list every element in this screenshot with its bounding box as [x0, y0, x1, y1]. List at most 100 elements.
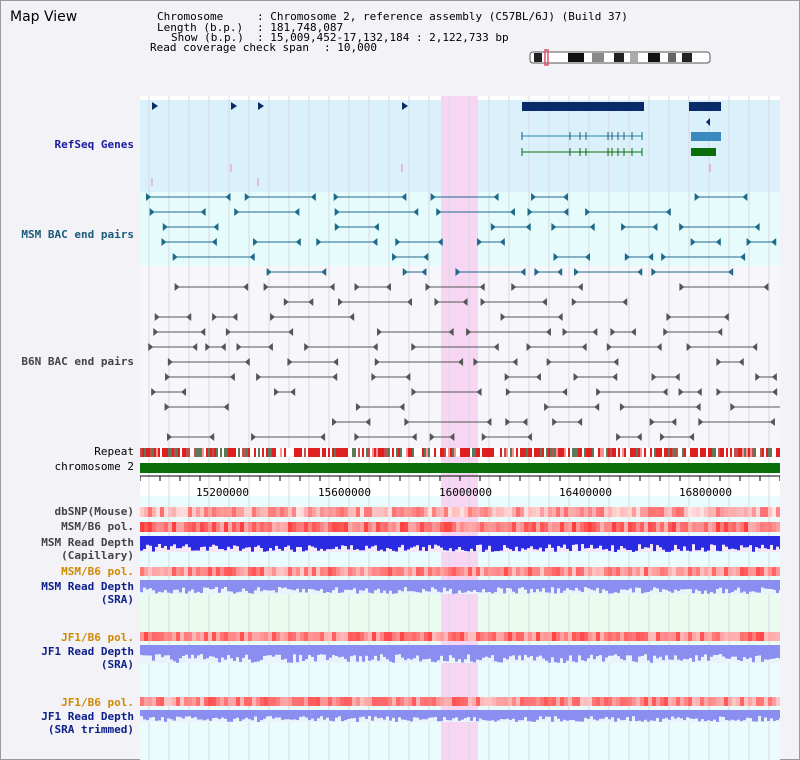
- b6n-bac-pair-end: [686, 343, 692, 351]
- depth-bar: [767, 710, 770, 722]
- depth-bar: [752, 710, 755, 722]
- heat-cell: [360, 632, 364, 641]
- track-graphics[interactable]: [140, 96, 780, 760]
- depth-bar: [398, 645, 401, 655]
- heat-cell: [504, 697, 508, 706]
- heat-cell: [376, 567, 380, 576]
- track-label-msm-bac[interactable]: MSM BAC end pairs: [21, 228, 134, 241]
- repeat-bar: [278, 448, 280, 457]
- track-label-dbsnp[interactable]: dbSNP(Mouse): [54, 505, 134, 518]
- heat-cell: [648, 697, 652, 706]
- depth-bar: [410, 645, 413, 660]
- depth-bar: [320, 536, 323, 549]
- depth-bar: [527, 536, 530, 549]
- depth-bar: [395, 710, 398, 722]
- repeat-bar: [696, 448, 698, 457]
- depth-bar: [266, 710, 269, 717]
- heat-cell: [464, 507, 468, 517]
- depth-bar: [542, 580, 545, 589]
- depth-bar: [203, 710, 206, 721]
- depth-bar: [203, 580, 206, 588]
- msm-bac-pair-end: [172, 253, 178, 261]
- depth-bar: [239, 645, 242, 662]
- track-label-msm-pol2[interactable]: MSM/B6 pol.: [61, 565, 134, 578]
- b6n-bac-pair-end: [385, 283, 391, 291]
- heat-cell: [624, 632, 628, 641]
- depth-bar: [779, 710, 780, 719]
- depth-bar: [470, 580, 473, 592]
- track-label-jf1-pol2[interactable]: JF1/B6 pol.: [61, 696, 134, 709]
- depth-bar: [767, 580, 770, 589]
- heat-cell: [524, 697, 528, 706]
- heat-cell: [476, 507, 480, 517]
- heat-cell: [328, 507, 332, 517]
- depth-bar: [482, 710, 485, 720]
- track-label-msm-pol[interactable]: MSM/B6 pol.: [61, 520, 134, 533]
- heat-cell: [724, 632, 728, 641]
- repeat-bar: [304, 448, 306, 457]
- track-label-msm-depth-sra[interactable]: MSM Read Depth: [41, 580, 134, 593]
- depth-bar: [503, 645, 506, 658]
- heat-cell: [556, 507, 560, 517]
- depth-bar: [515, 580, 518, 594]
- heat-cell: [448, 697, 452, 706]
- depth-bar: [653, 710, 656, 721]
- genome-browser-plot[interactable]: [140, 96, 780, 760]
- depth-bar: [497, 580, 500, 588]
- heat-cell: [616, 697, 620, 706]
- depth-bar: [215, 710, 218, 718]
- depth-bar: [605, 710, 608, 717]
- depth-bar: [590, 536, 593, 545]
- depth-bar: [692, 580, 695, 594]
- repeat-bar: [636, 448, 638, 457]
- depth-bar: [404, 710, 407, 720]
- heat-cell: [340, 567, 344, 576]
- heat-cell: [276, 522, 280, 532]
- depth-bar: [644, 645, 647, 655]
- heat-cell: [200, 507, 204, 517]
- depth-bar: [746, 536, 749, 548]
- heat-cell: [700, 567, 704, 576]
- depth-bar: [476, 645, 479, 660]
- track-label-chromosome[interactable]: chromosome 2: [54, 460, 134, 473]
- track-label-refseq[interactable]: RefSeq Genes: [54, 138, 134, 151]
- repeat-bar: [212, 448, 214, 457]
- depth-bar: [689, 580, 692, 590]
- repeat-bar: [528, 448, 530, 457]
- depth-bar: [533, 710, 536, 722]
- depth-bar: [386, 536, 389, 548]
- depth-bar: [557, 710, 560, 719]
- msm-bac-pair-end: [392, 253, 398, 261]
- depth-bar: [323, 710, 326, 720]
- track-label-msm-depth-cap[interactable]: MSM Read Depth: [41, 536, 134, 549]
- depth-bar: [185, 710, 188, 717]
- track-label-repeat[interactable]: Repeat: [94, 445, 134, 458]
- depth-bar: [422, 536, 425, 548]
- b6n-bac-pair-end: [562, 328, 568, 336]
- depth-bar: [422, 645, 425, 660]
- repeat-bar: [186, 448, 188, 457]
- repeat-bar: [502, 448, 504, 457]
- repeat-bar: [486, 448, 488, 457]
- depth-bar: [278, 710, 281, 718]
- depth-bar: [521, 645, 524, 661]
- track-label-b6n-bac[interactable]: B6N BAC end pairs: [21, 355, 134, 368]
- depth-bar: [776, 580, 779, 593]
- track-label-jf1-depth[interactable]: JF1 Read Depth: [41, 645, 134, 658]
- heat-cell: [432, 632, 436, 641]
- repeat-bar: [160, 448, 162, 457]
- track-label-jf1-trim[interactable]: JF1 Read Depth: [41, 710, 134, 723]
- repeat-bar: [222, 448, 224, 457]
- heat-cell: [232, 697, 236, 706]
- heat-cell: [256, 632, 260, 641]
- depth-bar: [260, 536, 263, 549]
- depth-bar: [737, 536, 740, 551]
- heat-cell: [560, 522, 564, 532]
- heat-cell: [708, 567, 712, 576]
- heat-cell: [484, 507, 488, 517]
- track-label-jf1-pol[interactable]: JF1/B6 pol.: [61, 631, 134, 644]
- depth-bar: [548, 580, 551, 593]
- heat-cell: [312, 697, 316, 706]
- depth-bar: [650, 580, 653, 591]
- heat-cell: [332, 567, 336, 576]
